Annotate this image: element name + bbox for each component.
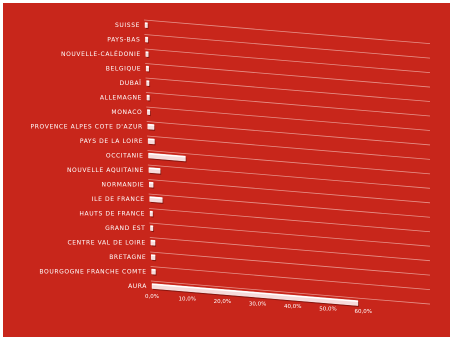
bar-highlight	[151, 254, 156, 257]
bar-highlight	[145, 37, 148, 39]
bar-highlight	[148, 153, 186, 158]
grid-line	[150, 251, 431, 276]
category-label: DUBAÏ	[120, 80, 142, 87]
bar-highlight	[148, 138, 155, 141]
bar-highlight	[147, 109, 150, 112]
category-label: NOUVELLE-CALÉDONIE	[61, 50, 141, 58]
bars	[144, 22, 359, 307]
bar-highlight	[149, 196, 163, 199]
category-label: SUISSE	[115, 22, 140, 29]
category-label: ALLEMAGNE	[100, 95, 142, 102]
x-tick-label: 0,0%	[145, 294, 159, 300]
grid-line	[145, 92, 431, 117]
plot-background	[3, 3, 450, 337]
category-label: PAYS DE LA LOIRE	[80, 138, 143, 145]
category-label: NORMANDIE	[102, 182, 145, 189]
category-label: ILE DE FRANCE	[92, 196, 145, 203]
x-tick-labels: 0,0% 10,0% 20,0% 30,0% 40,0% 50,0% 60,0%	[145, 294, 372, 315]
x-tick-label: 20,0%	[214, 299, 231, 305]
grid-line	[145, 77, 431, 102]
bar-highlight	[149, 182, 154, 184]
x-tick-label: 50,0%	[319, 306, 336, 312]
x-tick-label: 60,0%	[354, 309, 371, 315]
category-label: CENTRE VAL DE LOIRE	[67, 240, 145, 247]
category-label: OCCITANIE	[106, 153, 144, 160]
category-labels: SUISSE PAYS-BAS NOUVELLE-CALÉDONIE BELGIQUE…	[31, 22, 147, 290]
grid-line	[147, 150, 431, 175]
x-tick-label: 40,0%	[284, 304, 301, 310]
grid-line	[148, 193, 431, 218]
bar-highlight	[145, 22, 148, 25]
grid-line	[146, 121, 431, 146]
grid-line	[147, 164, 431, 189]
bar-highlight	[150, 240, 156, 242]
category-label: AURA	[128, 283, 147, 290]
bar-highlight	[146, 80, 150, 83]
category-label: HAUTS DE FRANCE	[79, 211, 145, 218]
category-label: GRAND EST	[105, 225, 145, 232]
bar-highlight	[150, 211, 153, 213]
category-label: PAYS-BAS	[107, 37, 140, 44]
grid-lines	[143, 19, 431, 305]
category-label: BRETAGNE	[109, 254, 146, 261]
bar-highlight	[146, 95, 150, 97]
grid-line	[149, 222, 431, 247]
category-label: MONACO	[111, 109, 142, 116]
bar-highlight	[152, 283, 358, 302]
grid-line	[147, 135, 431, 160]
grid-line	[149, 237, 431, 262]
category-label: PROVENCE ALPES COTE D'AZUR	[31, 124, 143, 131]
bar-highlight	[148, 167, 161, 170]
category-label: NOUVELLE AQUITAINE	[67, 167, 144, 174]
bar-highlight	[151, 269, 156, 271]
bar-highlight	[147, 124, 155, 126]
grid-line	[146, 106, 431, 131]
x-tick-label: 10,0%	[178, 296, 195, 302]
category-label: BOURGOGNE FRANCHE COMTE	[39, 269, 146, 276]
grid-line	[150, 280, 431, 305]
grid-line	[144, 34, 431, 59]
bar-highlight	[146, 66, 149, 68]
grid-line	[145, 63, 431, 88]
bar-highlight	[145, 51, 149, 54]
grid-line	[148, 179, 431, 204]
bar-highlight	[150, 225, 153, 228]
grid-line	[144, 48, 431, 73]
grid-line	[150, 266, 431, 291]
grid-line	[149, 208, 431, 233]
category-label: BELGIQUE	[106, 66, 141, 73]
grid-line	[143, 19, 431, 45]
x-tick-label: 30,0%	[249, 301, 266, 307]
